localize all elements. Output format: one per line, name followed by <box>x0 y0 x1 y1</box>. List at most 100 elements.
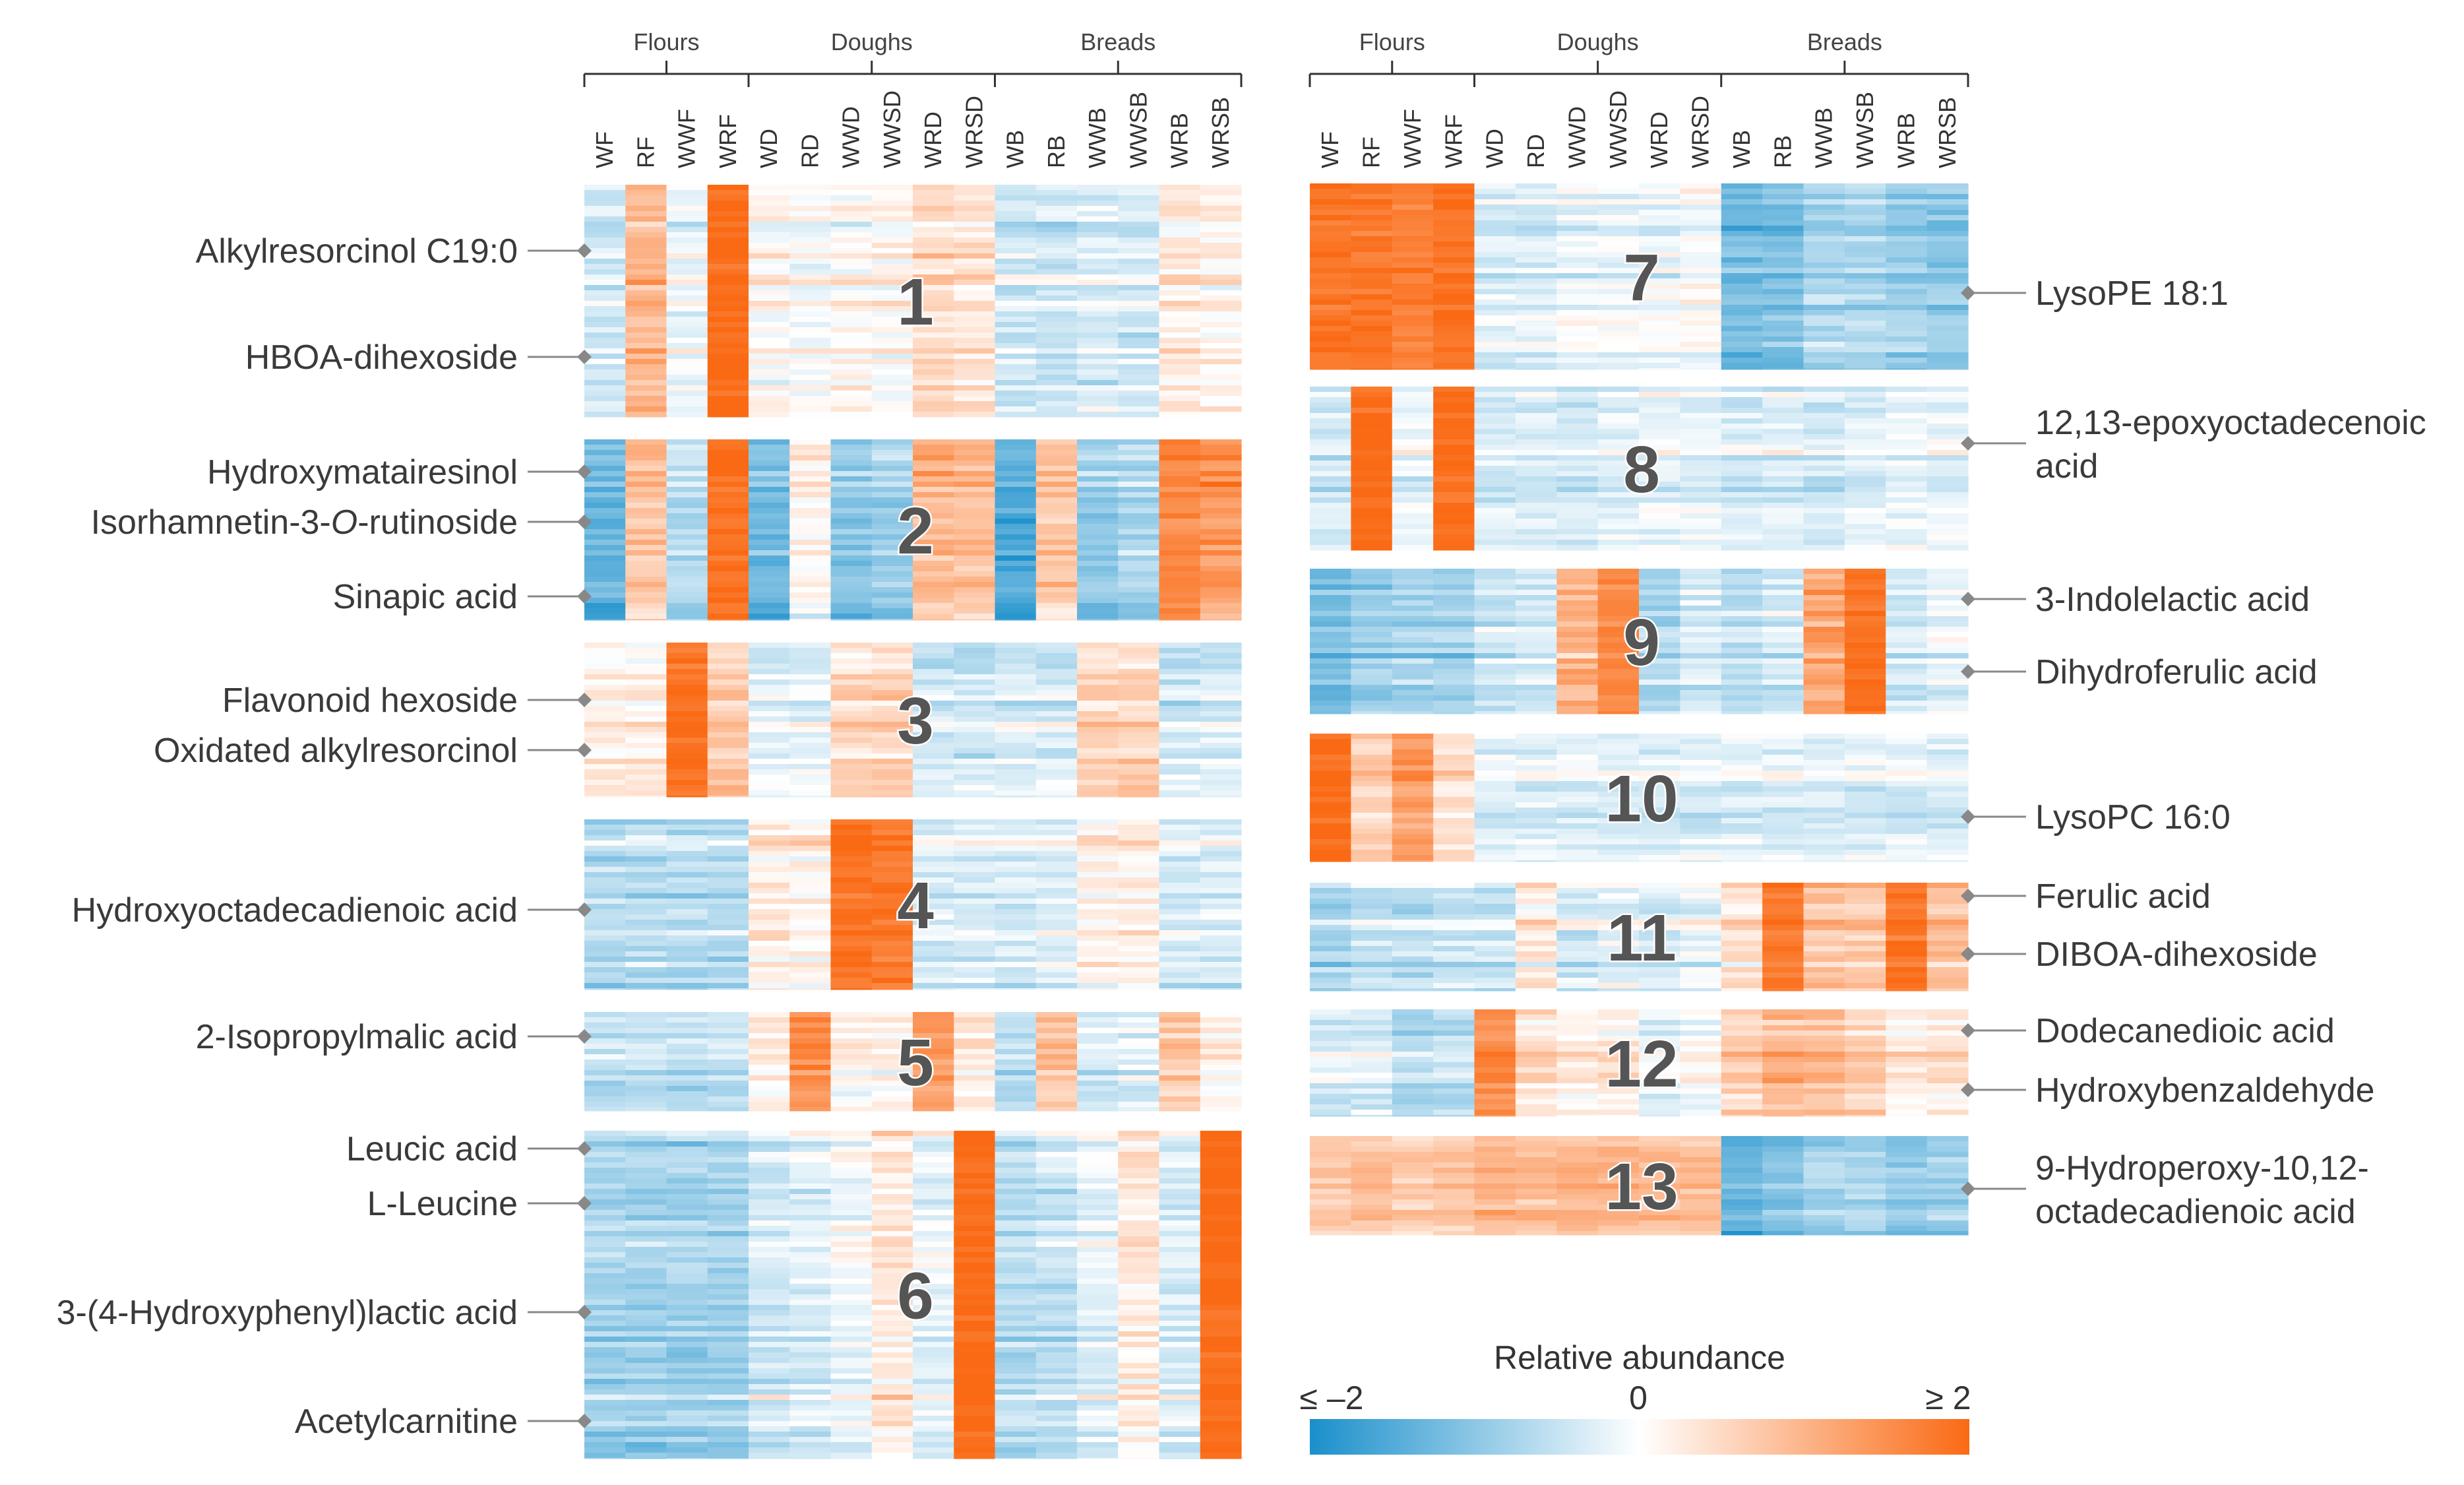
heatmap-cell <box>913 296 954 301</box>
heatmap-cell <box>830 1358 873 1364</box>
heatmap-cell <box>1556 606 1599 612</box>
heatmap-cell <box>1200 1242 1242 1248</box>
heatmap-cell <box>995 306 1037 312</box>
heatmap-cell <box>995 695 1037 701</box>
heatmap-cell <box>1035 1162 1078 1168</box>
heatmap-cell <box>625 1384 667 1390</box>
heatmap-cell <box>1803 368 1845 370</box>
heatmap-cell <box>995 669 1037 675</box>
heatmap-cell <box>871 471 913 477</box>
heatmap-cell <box>749 785 790 791</box>
heatmap-cell <box>1597 273 1640 279</box>
heatmap-cell <box>707 216 749 222</box>
heatmap-cell <box>1639 402 1680 408</box>
heatmap-cell <box>789 685 832 691</box>
heatmap-cell <box>666 369 708 375</box>
heatmap-cell <box>1556 236 1599 242</box>
heatmap-cell <box>1433 424 1475 429</box>
heatmap-cell <box>749 306 790 312</box>
heatmap-cell <box>1844 199 1886 205</box>
heatmap-cell <box>1077 401 1119 407</box>
heatmap-cell <box>1556 476 1599 482</box>
heatmap-cell <box>1762 392 1804 398</box>
heatmap-cell <box>707 1405 749 1411</box>
heatmap-cell <box>584 1263 626 1269</box>
heatmap-cell <box>584 476 626 482</box>
heatmap-cell <box>995 1162 1037 1168</box>
heatmap-cell <box>1803 519 1845 524</box>
heatmap-cell <box>1310 590 1351 596</box>
heatmap-cell <box>1159 978 1201 984</box>
heatmap-cell <box>1118 872 1160 878</box>
heatmap-cell <box>584 978 626 984</box>
heatmap-cell <box>749 935 790 941</box>
heatmap-cell <box>584 1247 626 1253</box>
heatmap-cell <box>830 614 873 619</box>
heatmap-cell <box>1200 711 1242 717</box>
heatmap-cell <box>1200 608 1242 614</box>
heatmap-cell <box>830 1384 873 1390</box>
heatmap-cell <box>1200 1247 1242 1253</box>
heatmap-cell <box>749 748 790 754</box>
heatmap-cell <box>1721 590 1763 596</box>
heatmap-cell <box>1597 278 1640 284</box>
heatmap-cell <box>1118 1152 1160 1158</box>
heatmap-cell <box>954 311 996 317</box>
heatmap-cell <box>1077 1273 1119 1279</box>
heatmap-cell <box>830 396 873 402</box>
heatmap-cell <box>830 1017 873 1023</box>
heatmap-cell <box>830 1059 873 1065</box>
heatmap-cell <box>1680 220 1722 226</box>
heatmap-cell <box>749 482 790 488</box>
heatmap-cell <box>1474 278 1516 284</box>
heatmap-cell <box>1200 327 1242 333</box>
heatmap-cell <box>707 211 749 217</box>
heatmap-cell <box>954 759 996 765</box>
heatmap-cell <box>995 1294 1037 1300</box>
heatmap-cell <box>1118 406 1160 412</box>
heatmap-cell <box>995 206 1037 212</box>
heatmap-cell <box>1077 1017 1119 1023</box>
heatmap-cell <box>789 743 832 749</box>
heatmap-cell <box>954 364 996 370</box>
heatmap-cell <box>1433 347 1475 353</box>
heatmap-cell <box>995 1199 1037 1205</box>
heatmap-cell <box>1515 226 1557 232</box>
heatmap-cell <box>1118 1426 1160 1432</box>
heatmap-cell <box>1597 434 1640 440</box>
heatmap-cell <box>871 862 913 868</box>
heatmap-cell <box>1474 595 1516 601</box>
heatmap-cell <box>749 216 790 222</box>
heatmap-cell <box>1035 1426 1078 1432</box>
heatmap-cell <box>1926 482 1969 488</box>
heatmap-cell <box>1639 466 1680 472</box>
heatmap-cell <box>789 957 832 963</box>
heatmap-cell <box>1310 460 1351 466</box>
heatmap-cell <box>1200 780 1242 786</box>
heatmap-cell <box>1159 648 1201 654</box>
heatmap-cell <box>1200 957 1242 963</box>
heatmap-cell <box>584 743 626 749</box>
heatmap-cell <box>1886 331 1928 337</box>
heatmap-cell <box>871 280 913 286</box>
heatmap-cell <box>830 1033 873 1039</box>
heatmap-cell <box>625 972 667 978</box>
heatmap-cell <box>871 248 913 254</box>
heatmap-cell <box>625 1131 667 1137</box>
heatmap-cell <box>1159 354 1201 360</box>
heatmap-cell <box>625 643 667 648</box>
heatmap-cell <box>1200 1284 1242 1290</box>
heatmap-cell <box>625 819 667 825</box>
heatmap-cell <box>789 785 832 791</box>
heatmap-cell <box>789 577 832 583</box>
heatmap-cell <box>707 1107 749 1112</box>
heatmap-cell <box>789 445 832 451</box>
heatmap-cell <box>666 930 708 936</box>
heatmap-cell <box>749 1178 790 1184</box>
heatmap-cell <box>1159 571 1201 577</box>
heatmap-cell <box>707 1168 749 1174</box>
heatmap-cell <box>584 972 626 978</box>
heatmap-cell <box>625 1337 667 1343</box>
heatmap-cell <box>1803 263 1845 269</box>
heatmap-cell <box>1159 1358 1201 1364</box>
